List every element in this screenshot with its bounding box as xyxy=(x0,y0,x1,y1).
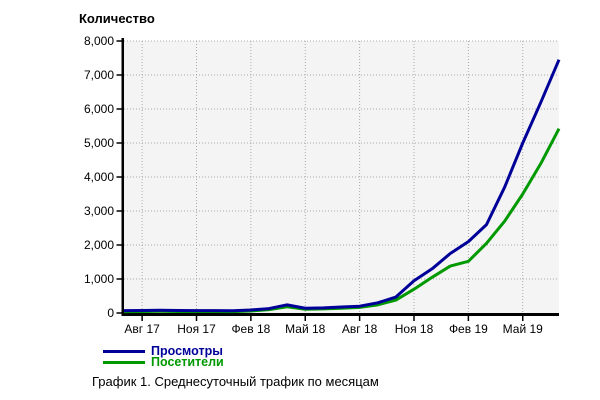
y-tick-label: 0 xyxy=(107,306,114,320)
visitors-line-swatch xyxy=(103,360,145,364)
x-tick-label: Ноя 17 xyxy=(177,322,216,336)
legend-item-views: Просмотры xyxy=(103,344,224,358)
x-tick-label: Фев 18 xyxy=(231,322,270,336)
y-tick-label: 6,000 xyxy=(84,102,114,116)
x-tick-label: Авг 17 xyxy=(124,322,160,336)
y-tick-label: 4,000 xyxy=(84,170,114,184)
y-tick-label: 3,000 xyxy=(84,204,114,218)
views-line xyxy=(123,59,561,313)
x-tick-label: Ноя 18 xyxy=(395,322,434,336)
x-tick-label: Май 19 xyxy=(503,322,544,336)
line-chart: 0 1,000 2,000 3,000 4,000 5,000 6,000 7,000 8,00… xyxy=(84,34,561,336)
legend-label-views: Просмотры xyxy=(151,344,223,358)
y-tick-label: 5,000 xyxy=(84,136,114,150)
x-axis xyxy=(121,313,559,316)
chart-title: Количество xyxy=(79,11,155,26)
x-tick-label: Май 18 xyxy=(285,322,326,336)
views-line-swatch xyxy=(103,349,145,353)
chart-legend: Просмотры Посетители xyxy=(103,344,224,369)
y-tick-label: 8,000 xyxy=(84,34,114,48)
x-tick-label: Фев 19 xyxy=(449,322,488,336)
legend-label-visitors: Посетители xyxy=(151,355,224,369)
y-axis xyxy=(121,38,124,316)
y-tick-label: 2,000 xyxy=(84,238,114,252)
y-tick-label: 1,000 xyxy=(84,272,114,286)
x-tick-label: Авг 18 xyxy=(342,322,378,336)
y-tick-label: 7,000 xyxy=(84,68,114,82)
legend-item-visitors: Посетители xyxy=(103,355,224,369)
chart-caption: График 1. Среднесуточный трафик по месяц… xyxy=(92,374,379,389)
